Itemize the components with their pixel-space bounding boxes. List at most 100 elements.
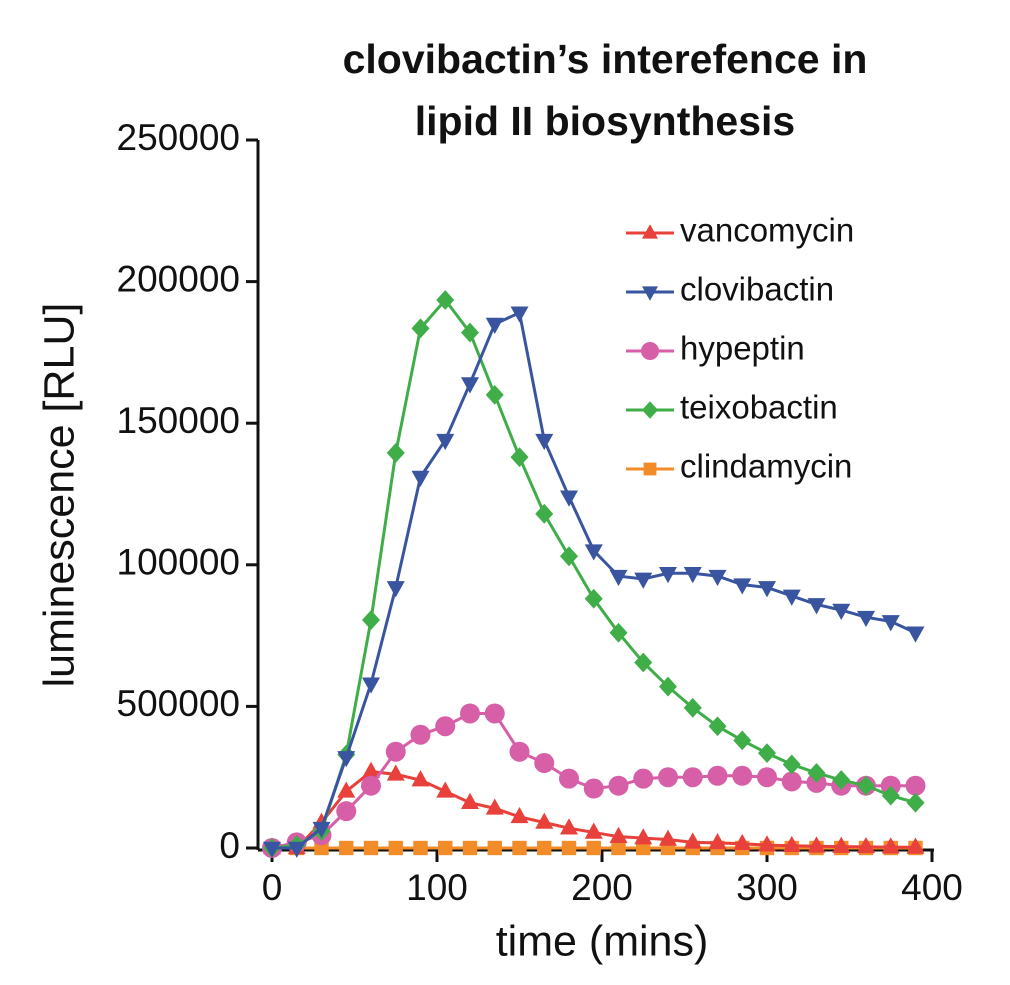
- marker: [733, 730, 752, 751]
- marker: [832, 836, 851, 853]
- marker: [584, 544, 603, 561]
- marker: [757, 767, 777, 788]
- marker: [584, 822, 603, 839]
- marker: [336, 801, 357, 822]
- marker: [438, 840, 453, 856]
- y-axis-label: luminescence [RLU]: [35, 303, 83, 688]
- legend-marker: [642, 224, 658, 239]
- legend-marker: [642, 286, 658, 301]
- marker: [659, 829, 677, 846]
- marker: [782, 835, 801, 853]
- marker: [634, 828, 653, 845]
- marker: [881, 785, 900, 806]
- legend-label: teixobactin: [680, 389, 838, 426]
- marker: [758, 835, 776, 852]
- marker: [707, 765, 728, 786]
- marker: [608, 775, 629, 796]
- marker: [832, 603, 851, 621]
- marker: [534, 753, 555, 774]
- marker: [361, 775, 381, 796]
- marker: [413, 840, 428, 856]
- marker: [806, 772, 827, 793]
- marker: [263, 841, 281, 858]
- x-tick-label: 0: [262, 867, 283, 908]
- legend-marker: [641, 342, 659, 360]
- marker: [535, 503, 554, 524]
- marker: [905, 775, 926, 796]
- marker: [436, 433, 455, 451]
- marker: [362, 610, 380, 630]
- marker: [733, 833, 752, 851]
- marker: [535, 812, 554, 829]
- marker: [485, 317, 504, 334]
- marker: [782, 589, 801, 606]
- marker: [633, 768, 654, 789]
- marker: [732, 765, 753, 786]
- marker: [509, 741, 530, 762]
- x-tick-label: 400: [901, 867, 963, 908]
- marker: [385, 741, 406, 762]
- chart-title: lipid II biosynthesis: [415, 98, 795, 144]
- marker: [339, 840, 354, 856]
- marker: [733, 578, 752, 595]
- marker: [807, 763, 826, 783]
- marker: [436, 781, 455, 798]
- marker: [510, 447, 529, 468]
- marker: [337, 781, 356, 798]
- y-tick-label: 500000: [117, 683, 240, 724]
- legend-marker: [643, 462, 657, 476]
- marker: [683, 566, 702, 584]
- marker: [411, 770, 430, 787]
- marker: [609, 622, 628, 643]
- marker: [609, 826, 628, 843]
- y-tick-label: 250000: [117, 117, 240, 158]
- marker: [857, 610, 875, 628]
- marker: [435, 716, 456, 737]
- marker: [758, 581, 776, 598]
- marker: [363, 840, 379, 856]
- marker: [386, 581, 405, 598]
- marker: [611, 840, 626, 856]
- marker: [758, 743, 776, 764]
- marker: [807, 836, 826, 853]
- marker: [386, 764, 405, 781]
- x-tick-label: 300: [736, 867, 798, 908]
- marker: [560, 818, 578, 835]
- marker: [857, 775, 875, 796]
- marker: [559, 768, 579, 789]
- legend-label: vancomycin: [680, 212, 854, 249]
- y-tick-label: 200000: [117, 258, 240, 299]
- marker: [485, 798, 504, 815]
- marker: [781, 771, 802, 792]
- marker: [659, 676, 677, 697]
- marker: [708, 716, 727, 737]
- legend-label: clovibactin: [680, 271, 834, 308]
- marker: [485, 384, 504, 405]
- marker: [535, 433, 554, 451]
- y-tick-label: 100000: [117, 542, 240, 583]
- marker: [487, 840, 502, 856]
- marker: [386, 443, 405, 463]
- marker: [634, 652, 653, 673]
- marker: [659, 566, 677, 584]
- marker: [460, 703, 480, 724]
- marker: [658, 767, 678, 788]
- legend-label: clindamycin: [680, 448, 852, 485]
- marker: [881, 837, 900, 854]
- marker: [461, 322, 479, 343]
- y-tick-label: 0: [219, 825, 240, 866]
- marker: [906, 792, 925, 813]
- marker: [683, 697, 702, 718]
- marker: [708, 833, 727, 850]
- marker: [583, 778, 604, 799]
- chart-title: clovibactin’s interefence in: [343, 36, 868, 82]
- marker: [411, 470, 430, 487]
- x-axis-label: time (mins): [496, 917, 709, 965]
- marker: [560, 490, 578, 507]
- legend-marker: [642, 401, 658, 419]
- marker: [484, 703, 505, 724]
- marker: [512, 840, 527, 856]
- marker: [586, 840, 601, 856]
- marker: [782, 754, 801, 775]
